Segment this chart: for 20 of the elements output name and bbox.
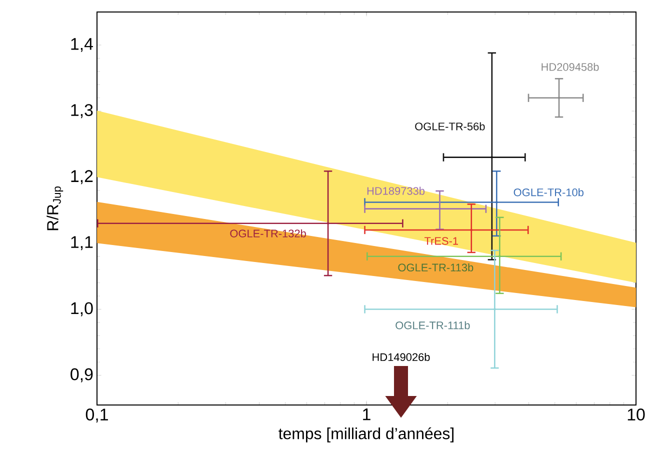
y-tick-label: 0,9 [70,368,93,382]
text: OGLE-TR-113b [398,263,474,272]
text: HD209458b [542,62,599,71]
x-axis-title: temps [milliard d’années] [278,427,454,442]
series-label: OGLE-TR-10b [514,188,584,196]
y-tick-label: 1,2 [71,170,93,184]
series-label: HD189733b [367,186,425,195]
annotation: HD149026b [372,352,430,362]
y-axis-title: R/R$_{Jup}$ [46,186,64,230]
text: OGLE-TR-132b [230,229,306,238]
x-tick-label: 10 [628,408,645,421]
x-tick-label: 1 [363,408,370,420]
y-tick-label: 1,3 [71,104,93,118]
y-tick-label: 1,1 [71,236,93,250]
x-tick-label: 0,1 [86,408,108,423]
text: OGLE-TR-56b [415,122,485,130]
y-tick-label: 1,4 [71,38,93,52]
text: OGLE-TR-111b [396,321,470,330]
series-label: TrES-1 [424,237,458,245]
y-tick-label: 1,0 [71,302,93,316]
